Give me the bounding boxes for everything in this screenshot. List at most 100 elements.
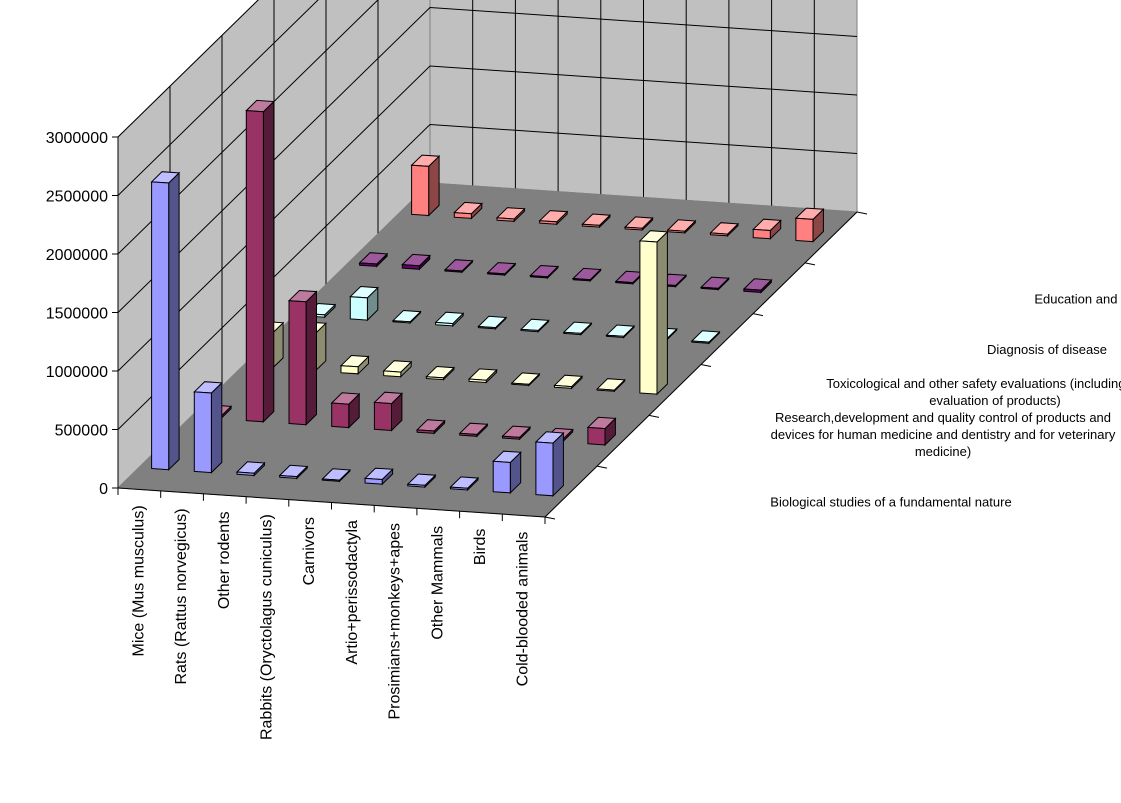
bar-front [340, 365, 359, 375]
bar-3-3 [339, 354, 370, 375]
bar-front [700, 286, 719, 291]
bar-front [511, 382, 530, 386]
bar-1-1 [150, 171, 181, 471]
bar-front [411, 164, 430, 217]
bar-6-5 [581, 213, 612, 229]
bar-5-4 [486, 262, 517, 277]
value-tick-label: 500000 [55, 423, 108, 440]
bar-2-5 [373, 391, 404, 432]
bar-front [349, 296, 368, 321]
bar-front [359, 262, 378, 267]
bar-5-9 [700, 276, 730, 291]
series-tick [596, 465, 608, 469]
bar-front [606, 334, 625, 339]
bar-front [581, 223, 600, 228]
bar-front [392, 320, 411, 324]
bar-front [710, 232, 729, 237]
chart-axes [112, 136, 868, 524]
series-tick [700, 364, 712, 367]
series-tick [856, 211, 868, 215]
bar-front [587, 426, 606, 446]
bar-2-6 [415, 419, 446, 435]
bar-4-10 [690, 330, 721, 345]
bar-side [262, 100, 275, 423]
bar-2-4 [330, 392, 361, 429]
bar-side [552, 431, 564, 497]
bar-6-8 [709, 222, 740, 237]
bar-front [624, 226, 643, 231]
series-tick [648, 414, 660, 418]
bar-front [529, 275, 548, 279]
bar-front [639, 240, 658, 395]
series-label: Diagnosis of disease [987, 342, 1107, 357]
bar-front [795, 217, 814, 243]
bar-front [373, 401, 392, 432]
series-label: Education and training [1034, 291, 1121, 306]
bar-1-6 [363, 467, 394, 486]
category-tick-label: Rabbits (Oryctolagus cuniculus) [259, 514, 276, 740]
bar-4-4 [434, 311, 465, 328]
bar-front [407, 483, 426, 488]
bar-front [416, 429, 435, 434]
bar-front [401, 264, 420, 270]
bar-front [492, 460, 511, 494]
bar-side [168, 171, 180, 471]
bar-5-10 [742, 278, 773, 294]
bar-1-3 [235, 461, 266, 477]
value-tick-label: 0 [99, 481, 108, 498]
bar-side [305, 290, 317, 426]
bar-front [563, 331, 582, 336]
bar-front [502, 435, 521, 440]
value-tick-label: 2000000 [46, 247, 108, 264]
category-tick-label: Birds [472, 529, 489, 565]
bar-3-6 [467, 368, 498, 384]
bar-front [535, 441, 554, 497]
bar-front [193, 391, 212, 474]
bar-front [425, 376, 444, 381]
bar-front [288, 300, 307, 426]
bar-1-7 [406, 473, 437, 489]
bar-6-6 [623, 216, 654, 232]
bar-2-7 [458, 422, 489, 438]
bar-6-3 [495, 207, 526, 223]
bar-side [210, 381, 223, 474]
bar-1-10 [534, 431, 565, 497]
bar-6-9 [752, 218, 782, 240]
bar-3-5 [425, 365, 456, 381]
bar-6-4 [538, 210, 569, 226]
bar-front [444, 269, 463, 273]
bar-3-4 [382, 360, 413, 378]
bar-front [279, 474, 298, 479]
bar-front [364, 477, 383, 485]
bar-front [520, 328, 539, 333]
category-tick-label: Mice (Mus musculus) [130, 505, 147, 656]
bar-front [450, 486, 469, 491]
bar-4-8 [605, 324, 636, 339]
bar-front [667, 229, 686, 234]
series-tick [544, 516, 556, 520]
bar-1-5 [321, 468, 352, 483]
bar-front [383, 370, 402, 378]
bar-front [151, 181, 170, 471]
bar-2-10 [586, 416, 617, 447]
category-tick-label: Other Mammals [429, 526, 446, 640]
bar-2-2 [245, 99, 275, 423]
bar-front [615, 280, 634, 285]
bar-side [656, 230, 668, 396]
bar-4-2 [349, 285, 379, 322]
bar-5-5 [529, 264, 560, 280]
bar-front [596, 388, 615, 392]
category-tick-label: Artio+perissodactyla [344, 520, 361, 665]
bar-2-3 [287, 289, 318, 426]
bar-front [459, 432, 478, 437]
bar-front [487, 272, 506, 276]
bar-front [477, 325, 496, 330]
bar-front [435, 321, 454, 327]
bar-front [539, 220, 558, 225]
bar-6-1 [410, 154, 441, 217]
bar-6-10 [794, 207, 825, 243]
bar-front [245, 110, 264, 423]
value-tick-label: 1000000 [46, 364, 108, 381]
